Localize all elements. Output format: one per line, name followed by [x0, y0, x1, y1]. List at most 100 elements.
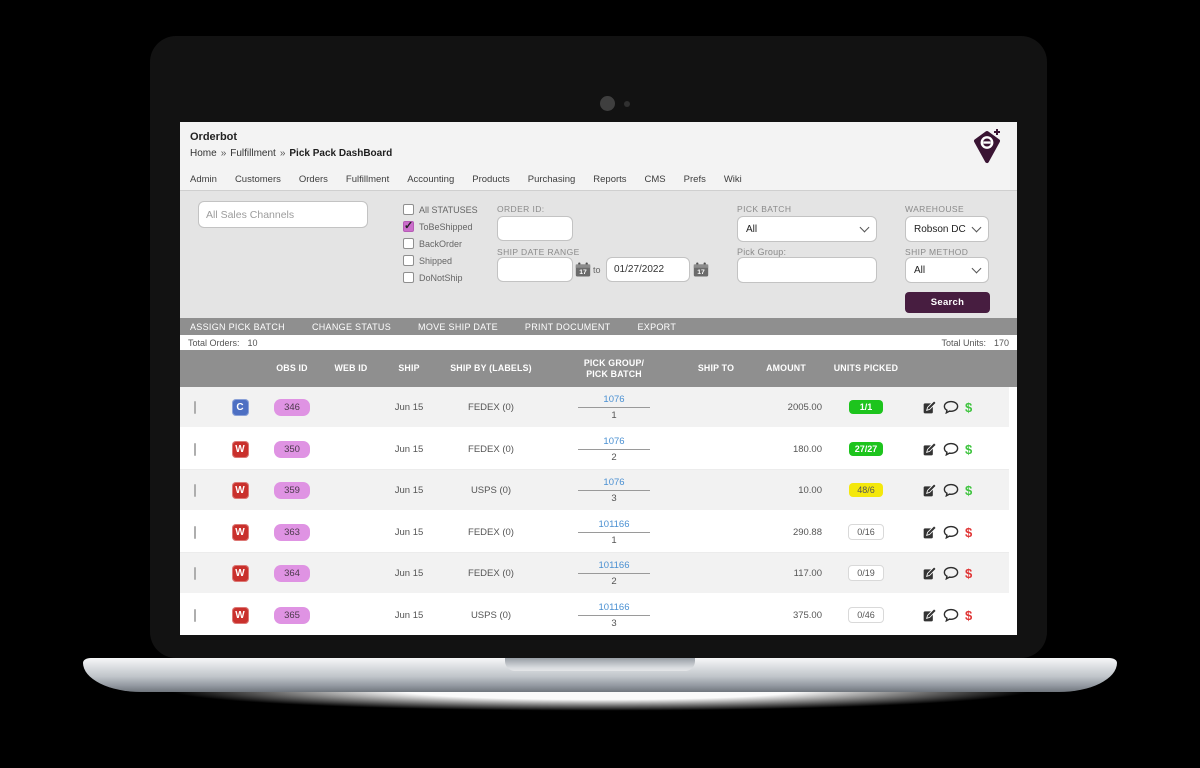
date-to-label: to — [593, 265, 601, 275]
calendar-icon[interactable]: 17 — [693, 262, 709, 277]
comment-icon[interactable] — [943, 442, 959, 456]
row-checkbox[interactable] — [194, 525, 196, 539]
pick-group-link[interactable]: 1076 — [603, 476, 625, 488]
status-checkbox[interactable] — [403, 204, 414, 215]
pick-group-link[interactable]: 101166 — [598, 559, 630, 571]
pick-group-link[interactable]: 1076 — [603, 435, 625, 447]
total-orders-value: 10 — [247, 337, 258, 348]
pick-group-batch-cell: 101166 1 — [572, 519, 656, 546]
search-button[interactable]: Search — [905, 292, 990, 313]
main-nav: Admin Customers Orders Fulfillment Accou… — [180, 168, 1017, 191]
obs-id-badge[interactable]: 363 — [274, 523, 310, 541]
nav-item[interactable]: Purchasing — [527, 173, 576, 185]
obs-id-badge[interactable]: 364 — [274, 564, 310, 582]
sales-channels-input[interactable] — [198, 201, 368, 228]
nav-item[interactable]: Accounting — [407, 173, 455, 185]
obs-id-badge[interactable]: 350 — [274, 440, 310, 458]
amount-cell: 117.00 — [793, 567, 822, 579]
fraction-divider — [578, 614, 650, 616]
app-brand: Orderbot — [190, 131, 238, 143]
payment-dollar-icon[interactable]: $ — [965, 441, 973, 457]
row-checkbox[interactable] — [194, 566, 196, 580]
status-checkbox[interactable] — [403, 255, 414, 266]
pick-batch-select[interactable]: All — [737, 216, 877, 242]
warehouse-value: Robson DC — [914, 223, 966, 235]
nav-item[interactable]: Fulfillment — [345, 173, 390, 185]
row-checkbox[interactable] — [194, 608, 196, 622]
nav-item[interactable]: Products — [472, 173, 510, 185]
payment-dollar-icon[interactable]: $ — [965, 607, 973, 623]
ship-date-cell: Jun 15 — [394, 484, 424, 496]
payment-dollar-icon[interactable]: $ — [965, 482, 973, 498]
nav-item[interactable]: CMS — [644, 173, 666, 185]
ship-by-cell: USPS (0) — [470, 609, 512, 621]
status-filter-item[interactable]: Shipped — [403, 252, 478, 269]
breadcrumb-section[interactable]: Fulfillment — [230, 148, 276, 159]
ship-date-to-input[interactable] — [606, 257, 690, 282]
nav-item[interactable]: Customers — [234, 173, 281, 185]
nav-item[interactable]: Orders — [298, 173, 328, 185]
comment-icon[interactable] — [943, 483, 959, 497]
pick-group-link[interactable]: 1076 — [603, 393, 625, 405]
obs-id-badge[interactable]: 346 — [274, 398, 310, 416]
pick-batch-label: PICK BATCH — [737, 204, 792, 214]
status-filter-item[interactable]: ToBeShipped — [403, 218, 478, 235]
row-checkbox[interactable] — [194, 400, 196, 414]
obs-id-badge[interactable]: 359 — [274, 481, 310, 499]
status-filter-item[interactable]: DoNotShip — [403, 269, 478, 286]
toolbar-action[interactable]: EXPORT — [637, 321, 677, 332]
status-checkbox[interactable] — [403, 272, 414, 283]
payment-dollar-icon[interactable]: $ — [965, 399, 973, 415]
edit-order-icon[interactable] — [922, 607, 937, 623]
toolbar-action[interactable]: MOVE SHIP DATE — [418, 321, 498, 332]
edit-order-icon[interactable] — [922, 565, 937, 581]
status-label: ToBeShipped — [419, 221, 473, 232]
pick-group-link[interactable]: 101166 — [598, 518, 630, 530]
status-checkbox[interactable] — [403, 219, 414, 232]
pick-batch-value: All — [746, 223, 758, 235]
comment-icon[interactable] — [943, 608, 959, 622]
fraction-divider — [578, 572, 650, 574]
pick-group-link[interactable]: 101166 — [598, 601, 630, 613]
ship-method-select[interactable]: All — [905, 257, 989, 283]
ship-date-cell: Jun 15 — [394, 443, 424, 455]
bulk-actions-toolbar: ASSIGN PICK BATCH CHANGE STATUS MOVE SHI… — [180, 318, 1017, 335]
total-units-label: Total Units: — [941, 337, 986, 348]
status-filter-item[interactable]: All STATUSES — [403, 201, 478, 218]
row-checkbox[interactable] — [194, 483, 196, 497]
toolbar-action[interactable]: CHANGE STATUS — [311, 321, 392, 332]
order-id-input[interactable] — [497, 216, 573, 241]
edit-order-icon[interactable] — [922, 482, 937, 498]
chevron-down-icon — [971, 263, 982, 274]
total-orders-label: Total Orders: — [188, 337, 240, 348]
status-filter-item[interactable]: BackOrder — [403, 235, 478, 252]
row-checkbox[interactable] — [194, 442, 196, 456]
nav-item[interactable]: Wiki — [723, 173, 742, 185]
nav-item[interactable]: Reports — [593, 173, 627, 185]
table-row: C 346 Jun 15 FEDEX (0) 1076 1 2005.00 1/… — [180, 387, 1009, 429]
laptop-camera-indicator — [624, 101, 630, 107]
comment-icon[interactable] — [943, 566, 959, 580]
breadcrumb-home[interactable]: Home — [190, 148, 217, 159]
payment-dollar-icon[interactable]: $ — [965, 524, 973, 540]
warehouse-select[interactable]: Robson DC — [905, 216, 989, 242]
calendar-icon[interactable]: 17 — [575, 262, 591, 277]
comment-icon[interactable] — [943, 400, 959, 414]
obs-id-badge[interactable]: 365 — [274, 606, 310, 624]
nav-item[interactable]: Admin — [190, 173, 217, 185]
toolbar-action[interactable]: PRINT DOCUMENT — [524, 321, 611, 332]
edit-order-icon[interactable] — [922, 399, 937, 415]
ship-date-from-input[interactable] — [497, 257, 573, 282]
payment-dollar-icon[interactable]: $ — [965, 565, 973, 581]
comment-icon[interactable] — [943, 525, 959, 539]
amount-cell: 180.00 — [792, 443, 822, 455]
edit-order-icon[interactable] — [922, 524, 937, 540]
pick-group-input[interactable] — [737, 257, 877, 283]
status-checkbox[interactable] — [403, 238, 414, 249]
toolbar-action[interactable]: ASSIGN PICK BATCH — [190, 321, 285, 332]
breadcrumb: Home» Fulfillment» Pick Pack DashBoard — [190, 148, 392, 159]
nav-item[interactable]: Prefs — [683, 173, 706, 185]
edit-order-icon[interactable] — [922, 441, 937, 457]
breadcrumb-separator: » — [220, 148, 227, 159]
